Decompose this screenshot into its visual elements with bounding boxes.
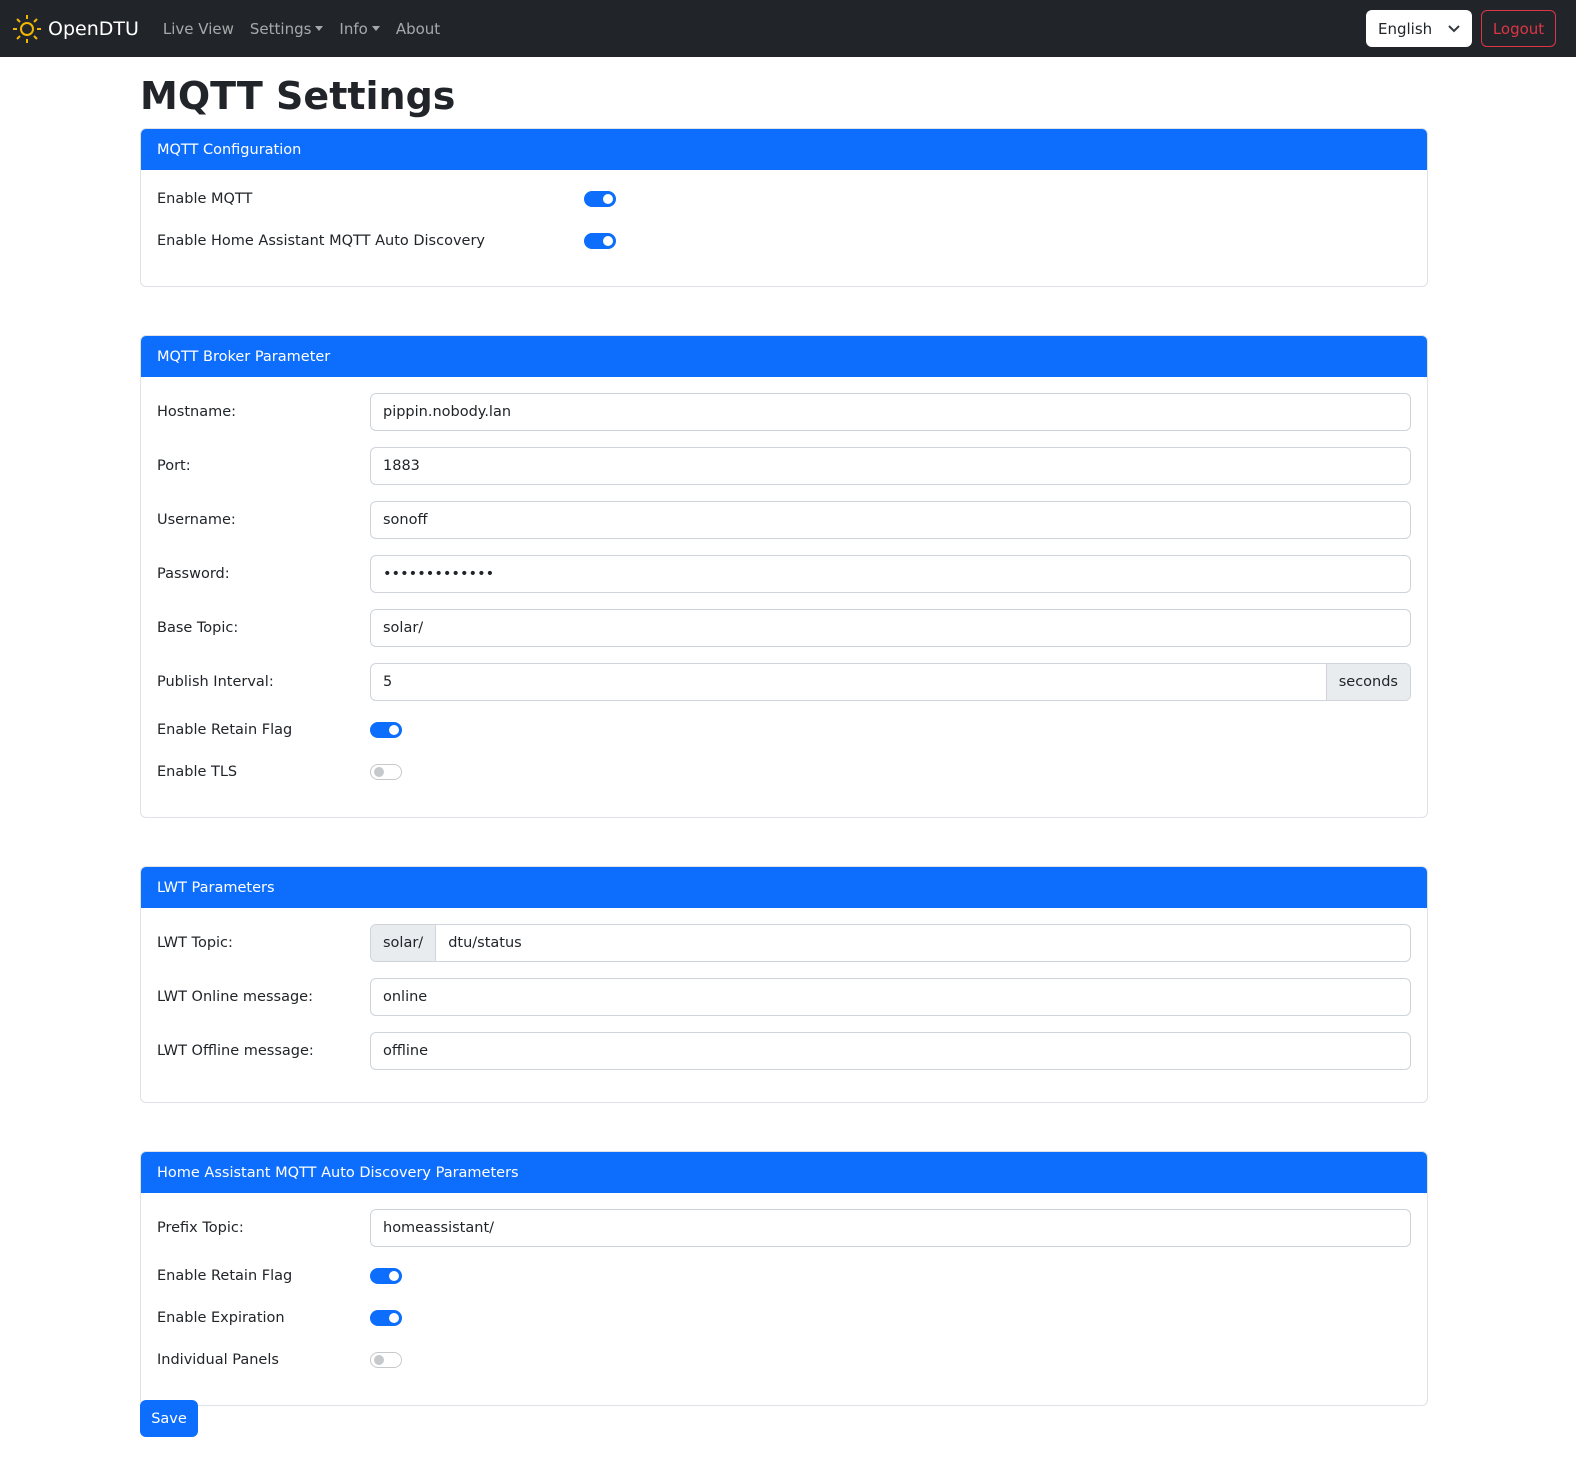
enable-ha-label: Enable Home Assistant MQTT Auto Discover… <box>157 233 485 249</box>
sun-icon <box>13 14 41 43</box>
publish-interval-value: 5 <box>383 674 393 690</box>
port-label: Port: <box>157 458 191 474</box>
main-container: MQTT Settings MQTT Configuration Enable … <box>140 57 1428 1454</box>
ha-expiration-toggle[interactable] <box>370 1310 402 1326</box>
nav-info[interactable]: Info <box>339 19 380 38</box>
ha-retain-toggle[interactable] <box>370 1268 402 1284</box>
caret-down-icon <box>371 26 380 31</box>
port-input[interactable]: 1883 <box>370 447 1411 485</box>
seconds-addon: seconds <box>1325 664 1410 700</box>
ha-discovery-card: Home Assistant MQTT Auto Discovery Param… <box>140 1151 1428 1406</box>
card-header: MQTT Broker Parameter <box>141 336 1427 377</box>
lwt-online-value: online <box>383 989 428 1005</box>
publish-interval-input[interactable]: 5 seconds <box>370 663 1411 701</box>
base-topic-input[interactable]: solar/ <box>370 609 1411 647</box>
lwt-offline-label: LWT Offline message: <box>157 1043 314 1059</box>
publish-interval-label: Publish Interval: <box>157 674 274 690</box>
password-value: ••••••••••••• <box>383 566 495 582</box>
password-input[interactable]: ••••••••••••• <box>370 555 1411 593</box>
card-header: Home Assistant MQTT Auto Discovery Param… <box>141 1152 1427 1193</box>
lwt-online-input[interactable]: online <box>370 978 1411 1016</box>
lwt-offline-input[interactable]: offline <box>370 1032 1411 1070</box>
individual-panels-label: Individual Panels <box>157 1352 279 1368</box>
username-label: Username: <box>157 512 236 528</box>
lwt-parameters-card: LWT Parameters LWT Topic: solar/dtu/statu… <box>140 866 1428 1103</box>
base-topic-label: Base Topic: <box>157 620 239 636</box>
card-header: LWT Parameters <box>141 867 1427 908</box>
logout-button[interactable]: Logout <box>1481 10 1556 47</box>
port-value: 1883 <box>383 458 420 474</box>
ha-expiration-label: Enable Expiration <box>157 1310 285 1326</box>
enable-mqtt-toggle[interactable] <box>584 191 616 207</box>
language-select[interactable]: English <box>1366 10 1472 47</box>
enable-ha-toggle[interactable] <box>584 233 616 249</box>
page-title: MQTT Settings <box>140 74 456 118</box>
lwt-online-label: LWT Online message: <box>157 989 313 1005</box>
prefix-topic-label: Prefix Topic: <box>157 1220 244 1236</box>
username-value: sonoff <box>383 512 428 528</box>
nav-settings[interactable]: Settings <box>250 20 324 38</box>
retain-toggle[interactable] <box>370 722 402 738</box>
lwt-topic-label: LWT Topic: <box>157 935 233 951</box>
tls-label: Enable TLS <box>157 764 238 780</box>
individual-panels-toggle[interactable] <box>370 1352 402 1368</box>
nav-about[interactable]: About <box>395 19 441 38</box>
nav-settings-label: Settings <box>249 19 312 38</box>
prefix-topic-value: homeassistant/ <box>383 1220 495 1236</box>
prefix-topic-input[interactable]: homeassistant/ <box>370 1209 1411 1247</box>
mqtt-configuration-card: MQTT Configuration Enable MQTT Enable Ho… <box>140 128 1428 287</box>
tls-toggle[interactable] <box>370 764 402 780</box>
lwt-topic-prefix: solar/ <box>371 925 437 961</box>
navbar: OpenDTU Live View Settings Info About En… <box>0 0 1576 57</box>
hostname-label: Hostname: <box>157 404 237 420</box>
lwt-topic-value: dtu/status <box>448 935 522 951</box>
ha-retain-label: Enable Retain Flag <box>157 1268 293 1284</box>
language-value: English <box>1378 19 1433 38</box>
enable-mqtt-label: Enable MQTT <box>157 191 253 207</box>
lwt-topic-input[interactable]: solar/dtu/status <box>370 924 1411 962</box>
nav-live-view[interactable]: Live View <box>162 19 234 38</box>
base-topic-value: solar/ <box>383 620 424 636</box>
nav-info-label: Info <box>339 19 368 38</box>
brand-name: OpenDTU <box>48 17 139 40</box>
hostname-input[interactable]: pippin.nobody.lan <box>370 393 1411 431</box>
lwt-offline-value: offline <box>383 1043 429 1059</box>
hostname-value: pippin.nobody.lan <box>383 404 512 420</box>
broker-parameter-card: MQTT Broker Parameter Hostname: pippin.no… <box>140 335 1428 818</box>
card-header: MQTT Configuration <box>141 129 1427 170</box>
retain-label: Enable Retain Flag <box>157 722 293 738</box>
username-input[interactable]: sonoff <box>370 501 1411 539</box>
caret-down-icon <box>315 26 324 31</box>
save-button[interactable]: Save <box>140 1400 198 1437</box>
chevron-down-icon <box>1448 24 1460 32</box>
password-label: Password: <box>157 566 230 582</box>
brand-link[interactable]: OpenDTU <box>12 14 139 44</box>
